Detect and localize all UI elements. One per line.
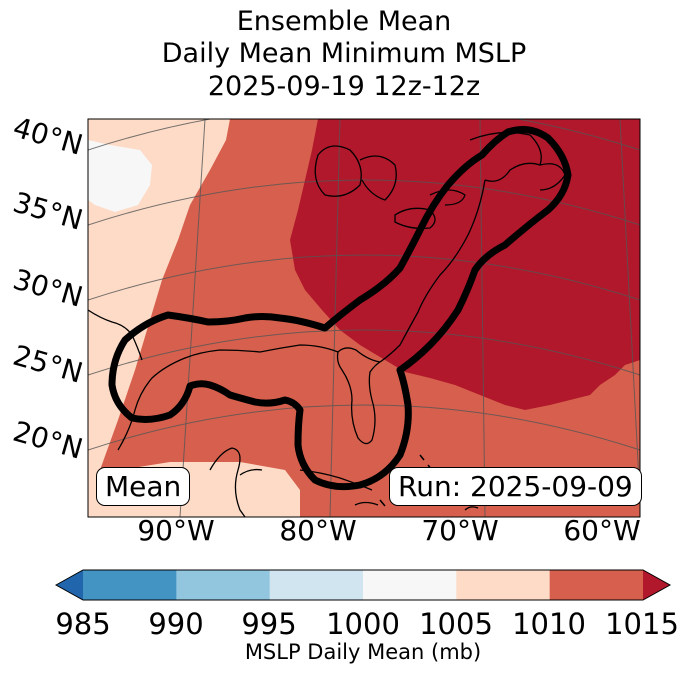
colorbar-segment: [269, 570, 364, 600]
colorbar-segment: [83, 570, 177, 600]
colorbar-tick-990: 990: [148, 607, 204, 641]
run-date-box: Run: 2025-09-09: [389, 467, 642, 506]
colorbar-tick-1005: 1005: [419, 607, 493, 641]
colorbar-tick-995: 995: [241, 607, 297, 641]
lon-label-70w: 70°W: [421, 514, 499, 547]
colorbar-label: MSLP Daily Mean (mb): [244, 640, 482, 664]
title-line-2: Daily Mean Minimum MSLP: [161, 38, 527, 69]
title-line-1: Ensemble Mean: [236, 6, 452, 37]
colorbar-tick-1015: 1015: [605, 607, 679, 641]
graticule: [88, 119, 640, 517]
mean-label-box: Mean: [96, 467, 191, 506]
colorbar-extend-high: [643, 570, 670, 600]
colorbar-segment: [456, 570, 551, 600]
lon-label-60w: 60°W: [563, 514, 641, 547]
title-line-3: 2025-09-19 12z-12z: [207, 71, 481, 102]
colorbar-extend-low: [56, 570, 83, 600]
mslp-1000-1005-region: [88, 140, 152, 212]
mslp-contour-line: [108, 126, 572, 491]
lon-label-90w: 90°W: [137, 514, 215, 547]
mslp-1015-plus-region: [290, 119, 640, 410]
lon-label-80w: 80°W: [279, 514, 357, 547]
colorbar-tick-985: 985: [55, 607, 111, 641]
colorbar-segment: [176, 570, 271, 600]
colorbar-tick-1010: 1010: [512, 607, 586, 641]
colorbar-segment: [363, 570, 457, 600]
map-frame: [87, 118, 641, 518]
colorbar-segment: [549, 570, 644, 600]
colorbar-tick-1000: 1000: [326, 607, 400, 641]
